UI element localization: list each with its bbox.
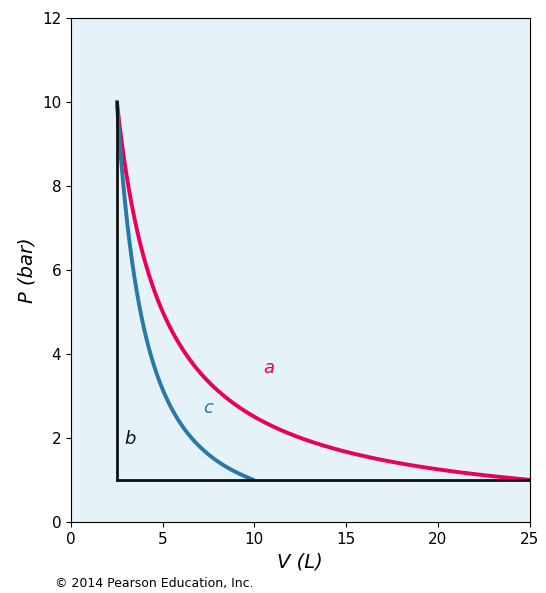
Text: a: a [264,359,275,377]
X-axis label: V (L): V (L) [277,552,323,571]
Y-axis label: P (bar): P (bar) [17,237,37,302]
Text: © 2014 Pearson Education, Inc.: © 2014 Pearson Education, Inc. [55,577,253,590]
Text: b: b [124,430,135,448]
Text: c: c [203,398,213,417]
